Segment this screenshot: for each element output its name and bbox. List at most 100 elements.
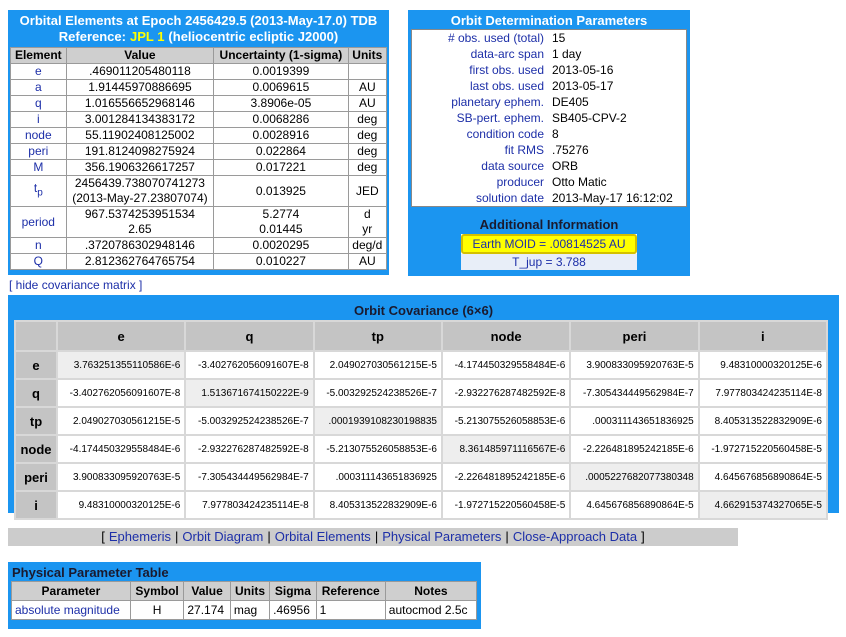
covariance-row: tp 2.049027030561215E-5 -5.003292524238526… [16, 408, 826, 434]
covariance-value: -7.305434449562984E-7 [571, 380, 698, 406]
element-link[interactable]: a [34, 80, 42, 94]
param-key[interactable]: condition code [466, 127, 544, 141]
value-text: .3720786302948146 [84, 238, 195, 252]
element-cell: M [10, 159, 67, 176]
param-key[interactable]: data-arc span [470, 47, 544, 61]
param-key[interactable]: fit RMS [504, 143, 544, 157]
hide-covariance-link[interactable]: [ hide covariance matrix ] [9, 278, 143, 292]
header-row: e q tp node peri i [16, 322, 826, 350]
covariance-value: 4.645676856890864E-5 [571, 492, 698, 518]
covariance-value: -2.932276287482592E-8 [442, 380, 570, 406]
covariance-value: -4.174450329558484E-6 [58, 436, 185, 462]
element-row: M 356.1906326617257 0.017221 deg [10, 159, 388, 176]
element-link[interactable]: i [36, 112, 40, 126]
value-cell: 191.8124098275924 [65, 143, 215, 160]
units-text: deg [357, 160, 378, 174]
covariance-value: 8.405313522832909E-6 [314, 492, 441, 518]
column-header: Element [10, 47, 67, 64]
value-text: 2.812362764765754 [84, 254, 195, 268]
param-key[interactable]: last obs. used [469, 79, 544, 93]
covariance-row: e 3.763251355110586E-6 -3.402762056091607E… [16, 352, 826, 378]
element-link[interactable]: peri [28, 144, 49, 158]
covariance-value: 7.977803424235114E-8 [699, 380, 826, 406]
uncertainty-text: 0.0069615 [252, 80, 310, 94]
element-row: Q 2.812362764765754 0.010227 AU [10, 253, 388, 270]
element-link[interactable]: q [34, 96, 42, 110]
covariance-value: .0005227682077380348 [571, 464, 698, 490]
element-link[interactable]: M [33, 160, 44, 174]
covariance-value: -3.402762056091607E-8 [186, 352, 313, 378]
covariance-value: 9.48310000320125E-6 [58, 492, 185, 518]
covariance-value: -2.932276287482592E-8 [186, 436, 313, 462]
nav-link[interactable]: Ephemeris [108, 529, 172, 544]
covariance-value: 2.049027030561215E-5 [58, 408, 185, 434]
covariance-value: 4.662915374327065E-5 [699, 492, 826, 518]
covariance-value: .000311143651836925 [571, 408, 698, 434]
param-key[interactable]: SB-pert. ephem. [456, 111, 544, 125]
column-header: Value [65, 47, 215, 64]
param-key[interactable]: planetary ephem. [451, 95, 544, 109]
value-cell: 2456439.738070741273 (2013-May-27.2380707… [65, 175, 215, 207]
covariance-row: peri 3.900833095920763E-5 -7.3054344495629… [16, 464, 826, 490]
param-key[interactable]: solution date [475, 191, 544, 205]
units-text: AU [358, 96, 376, 110]
units-cell: deg [347, 159, 388, 176]
param-key[interactable]: producer [496, 175, 544, 189]
uncertainty-text: 0.0028916 [252, 128, 310, 142]
nav-bracket: [ [101, 529, 105, 544]
element-link[interactable]: node [24, 128, 52, 142]
nav-link[interactable]: Physical Parameters [382, 529, 502, 544]
physical-value: autocmod 2.5c [384, 600, 478, 620]
physical-value: H [129, 600, 185, 620]
additional-title: Additional Information [479, 217, 619, 232]
column-header: Reference [315, 581, 386, 601]
nav-bar: [Ephemeris | Orbit Diagram | Orbital Element… [8, 528, 738, 546]
element-link[interactable]: t [33, 181, 38, 196]
param-key-cell: producer [412, 174, 549, 190]
nav-separator: | [175, 529, 179, 544]
physical-panel: Physical Parameter Table Parameter Symbol V… [8, 562, 481, 629]
element-link[interactable]: Q [33, 254, 43, 268]
covariance-row: i 9.48310000320125E-6 7.977803424235114E-8… [16, 492, 826, 518]
units-cell: deg [347, 111, 388, 128]
value-cell: 1.016556652968146 [65, 95, 215, 112]
units-cell: AU [347, 253, 388, 270]
covariance-value: 7.977803424235114E-8 [186, 492, 313, 518]
units-cell: deg/d [347, 237, 388, 254]
value-cell: 1.91445970886695 [65, 79, 215, 96]
units-cell [347, 63, 388, 80]
element-link[interactable]: period [21, 214, 55, 229]
covariance-value: -5.003292524238526E-7 [314, 380, 441, 406]
element-row: peri 191.8124098275924 0.022864 deg [10, 143, 388, 160]
physical-value: 27.174 [183, 600, 231, 620]
covariance-value: 3.900833095920763E-5 [571, 352, 698, 378]
uncertainty-text: 0.010227 [255, 254, 306, 268]
value-text: (2013-May-27.23807074) [72, 191, 208, 205]
nav-link[interactable]: Close-Approach Data [512, 529, 638, 544]
nav-link[interactable]: Orbit Diagram [182, 529, 264, 544]
param-key[interactable]: first obs. used [469, 63, 544, 77]
param-key[interactable]: data source [481, 159, 544, 173]
param-row: condition code 8 [412, 126, 687, 142]
covariance-value: .000311143651836925 [314, 464, 441, 490]
nav-link[interactable]: Orbital Elements [274, 529, 371, 544]
uncertainty-cell: 0.010227 [213, 253, 349, 270]
element-link[interactable]: e [34, 64, 42, 78]
uncertainty-cell: 0.013925 [213, 175, 349, 207]
param-row: first obs. used 2013-05-16 [412, 62, 687, 78]
orbital-elements-panel: Orbital Elements at Epoch 2456429.5 (201… [8, 10, 389, 275]
covariance-value: 1.513671674150222E-9 [186, 380, 313, 406]
param-key-cell: last obs. used [412, 78, 549, 94]
element-link[interactable]: n [34, 238, 42, 252]
param-key[interactable]: # obs. used (total) [447, 31, 544, 45]
param-key-cell: solution date [412, 190, 549, 207]
element-cell: peri [10, 143, 67, 160]
element-cell: Q [10, 253, 67, 270]
column-header: Units [229, 581, 271, 601]
parameter-link[interactable]: absolute magnitude [15, 603, 120, 617]
covariance-value: 2.049027030561215E-5 [314, 352, 441, 378]
units-text: AU [358, 80, 376, 94]
reference-link[interactable]: JPL 1 [129, 29, 165, 44]
column-header: q [186, 322, 313, 350]
